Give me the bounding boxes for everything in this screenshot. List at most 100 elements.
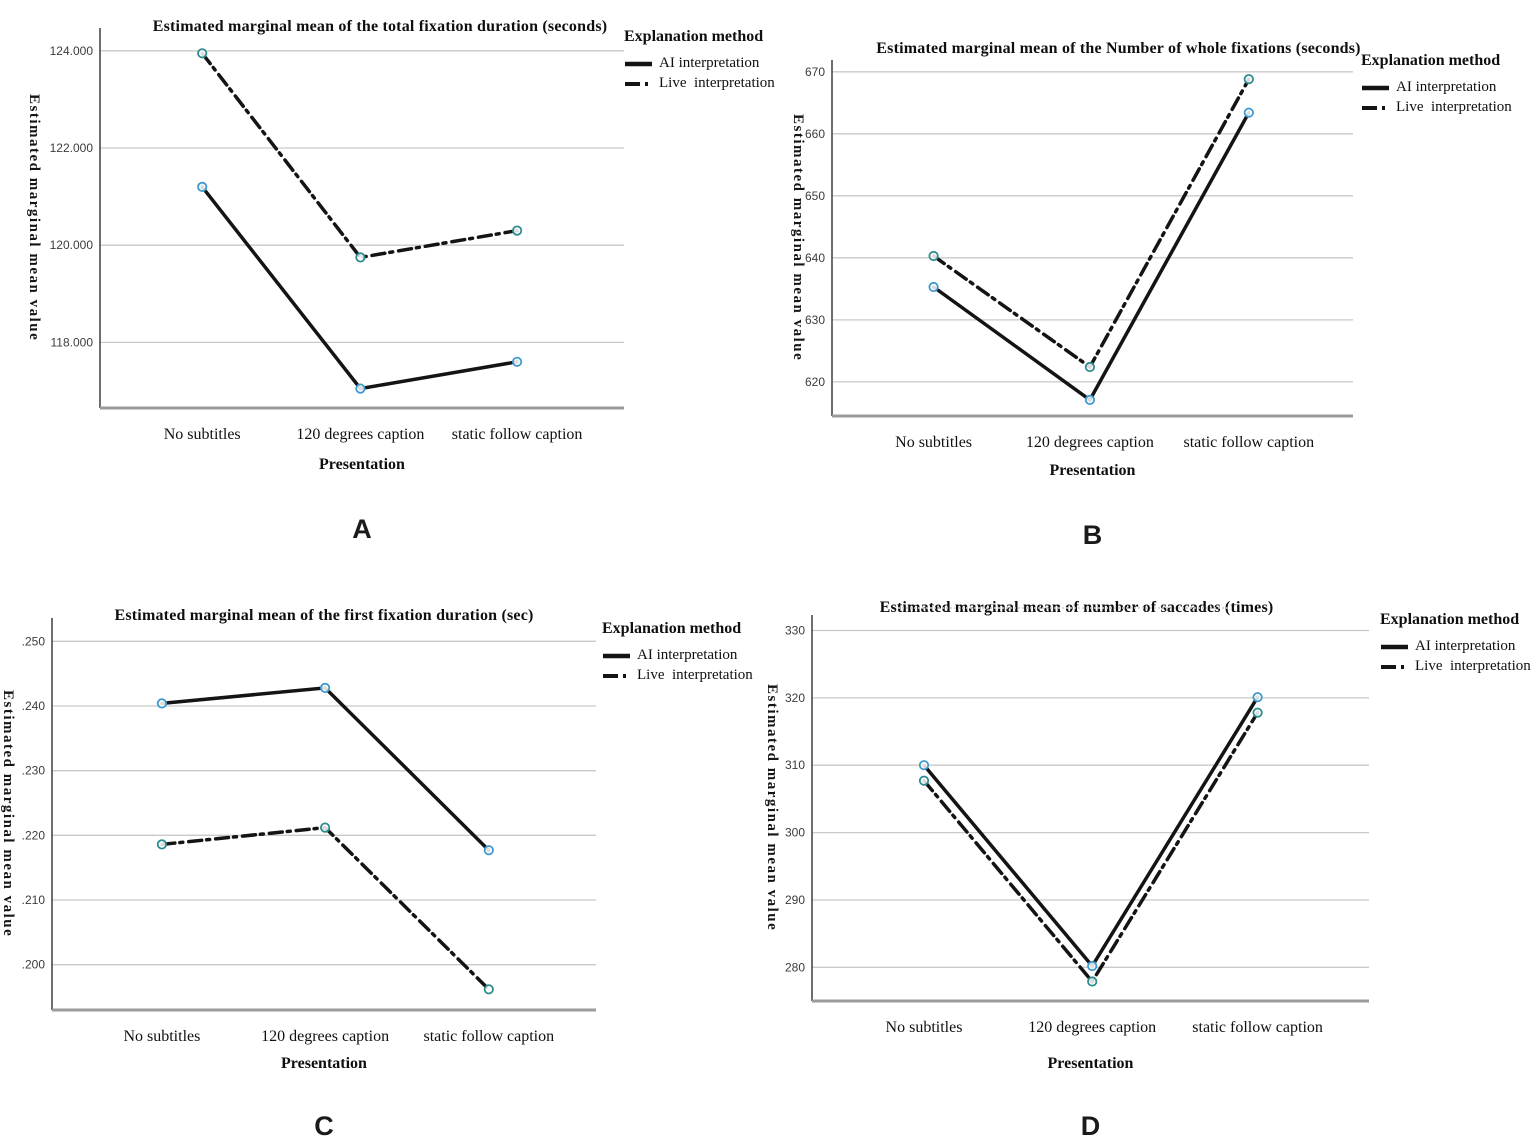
y-tick-label: 280	[785, 960, 805, 974]
legend-item-ai: AI interpretation	[624, 55, 809, 72]
y-tick-label: 122.000	[50, 141, 94, 155]
y-tick-label: 320	[785, 691, 805, 705]
data-point-marker	[197, 181, 208, 192]
legend: Explanation method AI interpretation Liv…	[1361, 52, 1535, 116]
legend-item-live: Live interpretation	[602, 667, 787, 684]
dashdot-line-icon	[1381, 664, 1409, 669]
legend-item-label: Live interpretation	[637, 667, 753, 683]
data-point-marker	[355, 252, 366, 263]
legend-item-live: Live interpretation	[624, 75, 809, 92]
data-point-marker	[319, 682, 331, 694]
y-axis-label: Estimated marginal mean value	[790, 114, 806, 362]
panel-C: Estimated marginal mean of the first fix…	[0, 571, 767, 1143]
legend-item-live: Live interpretation	[1361, 99, 1535, 116]
chart-title: Estimated marginal mean of the Number of…	[876, 40, 1361, 57]
data-point-marker	[1087, 960, 1098, 972]
series-line-dash-dot	[200, 51, 519, 260]
x-category-label: static follow caption	[1183, 434, 1314, 451]
y-tick-label: 310	[785, 758, 805, 772]
y-tick-label: .200	[22, 958, 46, 972]
x-category-label: No subtitles	[886, 1019, 963, 1036]
legend-title: Explanation method	[624, 28, 764, 45]
solid-line-icon	[1381, 644, 1408, 649]
x-category-label: 120 degrees caption	[1026, 434, 1154, 451]
dashdot-line-icon	[625, 81, 653, 86]
data-point-marker	[918, 775, 930, 786]
data-point-marker	[1084, 361, 1095, 373]
x-category-label: No subtitles	[164, 426, 241, 443]
data-point-marker	[1087, 976, 1098, 987]
plot-area: 670 660 650 640 630 620 No subtitles 120 degree…	[805, 60, 1353, 451]
y-axis-label: Estimated marginal mean value	[26, 94, 42, 342]
y-tick-label: 120.000	[50, 238, 94, 252]
y-tick-label: .230	[22, 764, 46, 778]
data-point-marker	[1084, 394, 1095, 405]
data-point-marker	[156, 839, 167, 850]
legend-item-label: AI interpretation	[1415, 638, 1516, 654]
x-category-label: static follow caption	[423, 1028, 554, 1045]
panel-A: Estimated marginal mean of the total fix…	[0, 0, 775, 572]
data-point-marker	[511, 356, 523, 367]
y-tick-label: 640	[805, 251, 825, 265]
y-tick-label: .240	[22, 699, 46, 713]
legend: Explanation method AI interpretation Liv…	[624, 28, 809, 92]
x-category-label: No subtitles	[895, 434, 972, 451]
y-tick-label: 290	[785, 893, 805, 907]
legend-item-label: Live interpretation	[659, 75, 775, 91]
legend-title: Explanation method	[1361, 52, 1501, 69]
legend-item-ai: AI interpretation	[602, 647, 787, 664]
dashdot-line-icon	[1362, 105, 1390, 110]
series-line-solid	[200, 185, 519, 391]
x-category-label: static follow caption	[1192, 1019, 1323, 1036]
panel-B: Estimated marginal mean of the Number of…	[768, 0, 1535, 572]
data-point-marker	[1252, 707, 1263, 718]
legend: Explanation method AI interpretation Liv…	[1380, 611, 1535, 675]
solid-line-icon	[1362, 85, 1389, 90]
x-axis-title: Presentation	[281, 1055, 367, 1072]
data-point-marker	[483, 845, 494, 856]
data-point-marker	[1252, 692, 1263, 703]
data-point-marker	[1243, 74, 1254, 85]
y-tick-label: .250	[22, 634, 46, 648]
dashdot-line-icon	[603, 673, 631, 678]
legend-item-live: Live interpretation	[1380, 658, 1535, 675]
data-point-marker	[197, 48, 208, 59]
solid-line-icon	[603, 653, 630, 658]
plot-area: 124.000 122.000 120.000 118.000 No subtitles…	[50, 28, 624, 443]
x-category-label: No subtitles	[123, 1028, 200, 1045]
y-tick-label: 670	[805, 65, 825, 79]
data-point-marker	[511, 225, 523, 236]
y-tick-label: 630	[805, 313, 825, 327]
x-axis-title: Presentation	[319, 456, 405, 473]
y-tick-label: 330	[785, 624, 805, 638]
data-point-marker	[483, 984, 494, 995]
y-tick-label: 650	[805, 189, 825, 203]
faded-artifact	[898, 607, 1228, 609]
legend-item-label: AI interpretation	[1396, 79, 1497, 95]
plot-area: 330 320 310 300 290 280 No subtitles 120 degree…	[785, 615, 1369, 1036]
legend-item-label: AI interpretation	[637, 647, 738, 663]
x-category-label: 120 degrees caption	[261, 1028, 389, 1045]
x-category-label: 120 degrees caption	[1028, 1019, 1156, 1036]
legend-item-ai: AI interpretation	[1380, 638, 1535, 655]
y-tick-label: 620	[805, 375, 825, 389]
legend-title: Explanation method	[1380, 611, 1520, 628]
x-category-label: 120 degrees caption	[296, 426, 424, 443]
x-axis-title: Presentation	[1049, 462, 1136, 479]
panel-letter: C	[314, 1111, 334, 1141]
data-point-marker	[156, 698, 167, 709]
data-point-marker	[928, 281, 939, 293]
data-point-marker	[355, 383, 366, 394]
legend-title: Explanation method	[602, 620, 742, 637]
y-tick-label: 124.000	[50, 44, 94, 58]
y-axis-label: Estimated marginal mean value	[0, 690, 16, 938]
x-category-label: static follow caption	[452, 426, 583, 443]
panel-letter: B	[1082, 520, 1103, 550]
data-point-marker	[918, 760, 930, 771]
y-tick-label: 118.000	[51, 335, 94, 349]
solid-line-icon	[625, 61, 652, 66]
legend-item-label: AI interpretation	[659, 55, 760, 71]
data-point-marker	[928, 250, 939, 262]
series-line-dash-dot	[931, 77, 1251, 370]
legend-item-label: Live interpretation	[1396, 99, 1512, 115]
